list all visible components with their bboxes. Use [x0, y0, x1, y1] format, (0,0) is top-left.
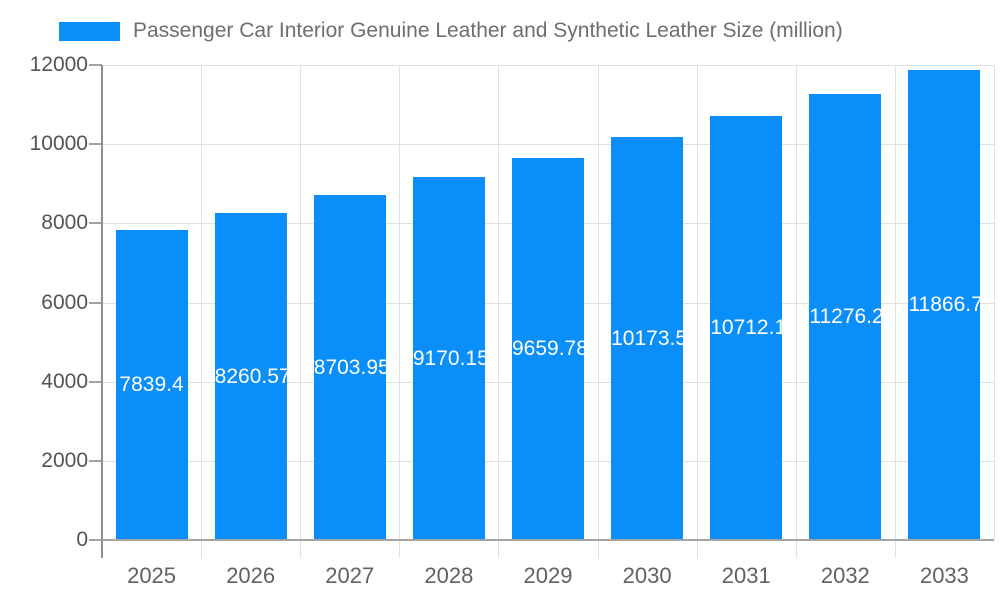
- bar-value-label: 9170.15: [412, 346, 485, 370]
- bar-value-label: 10712.1: [710, 315, 783, 339]
- y-axis-label: 4000: [41, 369, 88, 393]
- x-axis-label-2026: 2026: [226, 563, 276, 588]
- gridline-vertical: [895, 65, 896, 558]
- gridline-vertical: [598, 65, 599, 558]
- bar-2027: [313, 195, 386, 540]
- x-axis-label-2031: 2031: [721, 563, 771, 588]
- bar-2033: [908, 70, 981, 540]
- bar-value-label: 7839.4: [119, 372, 184, 396]
- x-axis-label-2029: 2029: [523, 563, 573, 588]
- x-axis-label-2025: 2025: [127, 563, 177, 588]
- x-axis-label-2030: 2030: [622, 563, 672, 588]
- x-axis-label-2027: 2027: [325, 563, 375, 588]
- bar-value-label: 11866.7: [908, 293, 981, 317]
- y-axis-tick: [89, 64, 102, 66]
- chart-legend: Passenger Car Interior Genuine Leather a…: [59, 19, 843, 42]
- gridline-vertical: [796, 65, 797, 558]
- bar-value-label: 10173.5: [611, 326, 684, 350]
- bar-value-label: 8260.57: [214, 364, 287, 388]
- gridline-vertical: [697, 65, 698, 558]
- y-axis-tick: [89, 143, 102, 146]
- bar-value-label: 8703.95: [313, 355, 386, 379]
- legend-label: Passenger Car Interior Genuine Leather a…: [133, 19, 843, 42]
- gridline-vertical: [399, 65, 400, 558]
- legend-swatch: [59, 21, 120, 41]
- y-axis-tick: [89, 539, 102, 541]
- y-axis-tick: [89, 301, 102, 304]
- y-axis-tick: [89, 459, 102, 462]
- y-axis-tick: [89, 222, 102, 225]
- x-axis-label-2028: 2028: [424, 563, 474, 588]
- y-axis-label: 6000: [41, 290, 88, 314]
- bar-2028: [412, 177, 485, 540]
- y-axis-label: 10000: [29, 132, 88, 156]
- bar-value-label: 11276.2: [809, 304, 882, 328]
- y-axis-label: 2000: [41, 448, 88, 472]
- x-axis-label-2032: 2032: [820, 563, 870, 588]
- bar-2030: [611, 137, 684, 540]
- y-axis-label: 0: [76, 528, 88, 551]
- x-axis-baseline: [102, 539, 994, 541]
- bar-2031: [710, 115, 783, 540]
- y-axis-line: [101, 65, 103, 558]
- gridline-horizontal: [102, 65, 994, 66]
- y-axis-label: 8000: [41, 211, 88, 235]
- gridline-horizontal: [102, 144, 994, 146]
- bar-value-label: 9659.78: [512, 336, 584, 360]
- gridline-vertical: [300, 65, 301, 558]
- gridline-vertical: [201, 65, 202, 558]
- x-axis-label-2033: 2033: [919, 563, 969, 588]
- y-axis-label: 12000: [29, 53, 88, 76]
- y-axis-tick: [89, 380, 102, 383]
- bar-2029: [512, 157, 584, 540]
- bar-2026: [214, 213, 287, 540]
- gridline-vertical: [994, 65, 995, 540]
- gridline-vertical: [498, 65, 499, 558]
- bar-2032: [809, 93, 882, 540]
- bar-2025: [115, 229, 188, 540]
